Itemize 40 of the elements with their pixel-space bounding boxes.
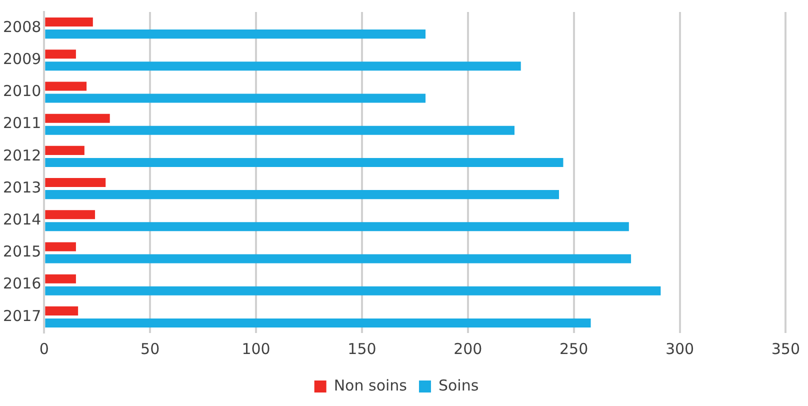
bar (45, 274, 76, 284)
bar (45, 318, 591, 328)
y-tick-label: 2009 (2, 50, 42, 68)
bar (45, 126, 515, 135)
y-tick-label: 2010 (2, 82, 42, 100)
y-tick-label: 2017 (2, 306, 42, 325)
bar (45, 158, 564, 167)
bar (45, 30, 426, 39)
x-tick-label: 250 (560, 340, 588, 358)
x-tick-label: 150 (348, 340, 376, 358)
y-tick-label: 2011 (2, 114, 42, 132)
bar (45, 146, 84, 155)
y-tick-label: 2014 (2, 210, 42, 229)
x-tick-label: 0 (39, 340, 49, 358)
x-tick-label: 300 (665, 340, 694, 358)
x-tick-label: 50 (140, 340, 160, 358)
legend-label: Non soins (334, 376, 408, 394)
x-tick-label: 100 (242, 340, 270, 358)
y-tick-label: 2013 (2, 178, 42, 196)
bar (45, 242, 76, 252)
bar (45, 222, 629, 232)
bar (45, 62, 521, 71)
bar (45, 254, 632, 264)
bar (45, 190, 559, 200)
y-tick-label: 2012 (2, 146, 42, 164)
bar (45, 114, 110, 123)
bar (45, 210, 96, 220)
legend-label: Soins (438, 376, 479, 394)
bar (45, 94, 426, 103)
x-tick-label: 200 (454, 340, 482, 358)
bar (45, 178, 106, 188)
y-tick-label: 2015 (2, 242, 42, 261)
bar (45, 18, 93, 27)
bar (45, 82, 87, 91)
bar (45, 50, 76, 59)
x-tick-label: 350 (771, 340, 800, 358)
y-tick-label: 2008 (2, 18, 42, 36)
bar (45, 306, 78, 316)
bar (45, 286, 661, 296)
y-tick-label: 2016 (2, 274, 42, 293)
